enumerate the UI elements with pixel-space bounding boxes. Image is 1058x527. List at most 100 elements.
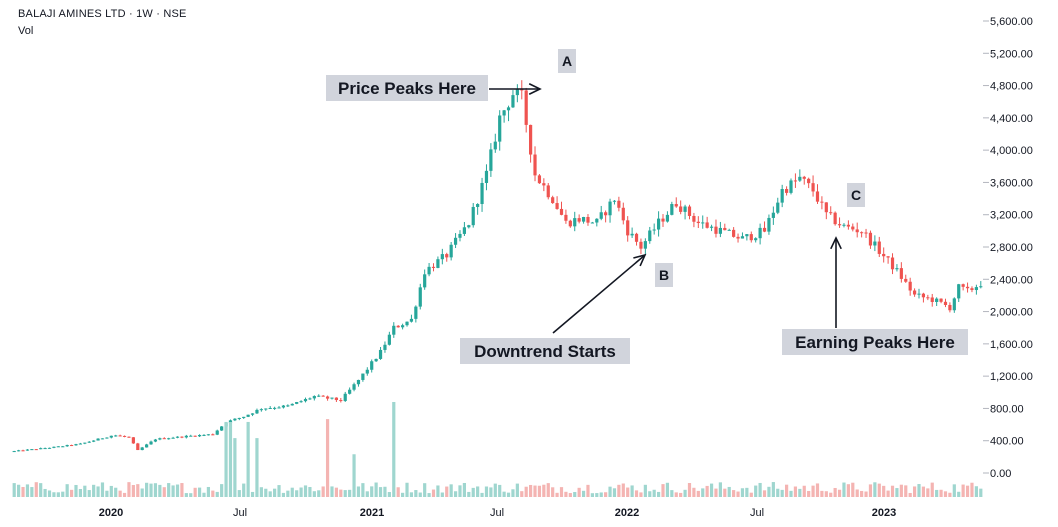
- candle-body: [687, 206, 692, 216]
- annotation-downtrend: Downtrend Starts: [474, 342, 616, 361]
- volume-bar: [476, 486, 480, 497]
- x-tick-label: Jul: [750, 507, 764, 519]
- volume-bar: [895, 488, 899, 497]
- volume-bar: [281, 492, 286, 497]
- candle-body: [939, 298, 943, 302]
- candle-body: [899, 268, 903, 279]
- volume-bar: [656, 491, 661, 497]
- volume-bar: [789, 490, 793, 497]
- candle-body: [228, 420, 233, 423]
- candle-body: [926, 297, 930, 299]
- volume-bar: [171, 485, 175, 497]
- volume-bar: [61, 491, 65, 497]
- candle-body: [736, 236, 740, 239]
- volume-bar: [714, 488, 718, 497]
- candle-body: [811, 183, 815, 192]
- volume-bar: [542, 484, 546, 497]
- volume-bar: [683, 489, 687, 497]
- candle-body: [153, 439, 158, 442]
- volume-bar: [564, 491, 568, 497]
- candle-body: [453, 237, 458, 245]
- y-tick-label: 3,600.00: [990, 177, 1033, 189]
- volume-bar: [131, 485, 135, 497]
- volume-bar: [899, 484, 903, 497]
- candle-body: [25, 449, 30, 451]
- candle-body: [577, 218, 581, 222]
- volume-bar: [701, 488, 705, 497]
- candle-body: [890, 257, 895, 270]
- candle-body: [604, 212, 608, 216]
- candle-body: [665, 214, 670, 222]
- volume-bar: [92, 484, 96, 497]
- volume-bar: [122, 492, 127, 497]
- candle-body: [771, 212, 775, 218]
- volume-bar: [34, 482, 38, 497]
- candle-body: [109, 435, 113, 438]
- volume-bar: [264, 488, 268, 497]
- volume-bar: [687, 483, 692, 497]
- volume-bar: [520, 491, 524, 497]
- candle-body: [246, 414, 250, 417]
- candle-body: [61, 446, 65, 448]
- candle-body: [83, 442, 87, 444]
- y-tick-label: 3,200.00: [990, 210, 1033, 222]
- y-tick-label: 5,200.00: [990, 48, 1033, 60]
- candle-body: [842, 224, 846, 226]
- candle-body: [824, 202, 828, 213]
- candle-body: [837, 224, 842, 226]
- volume-bar: [387, 492, 391, 497]
- volume-bar: [158, 484, 162, 497]
- volume-bar: [25, 484, 30, 497]
- volume-bar: [52, 492, 56, 497]
- candle-body: [776, 202, 780, 213]
- volume-bar: [643, 484, 647, 497]
- volume-bar: [754, 485, 758, 497]
- candle-body: [943, 301, 948, 305]
- y-tick-label: 5,600.00: [990, 16, 1033, 28]
- volume-bar: [259, 487, 263, 497]
- annotation-label-c: C: [851, 187, 861, 203]
- candle-body: [281, 405, 286, 408]
- candle-body: [405, 321, 409, 326]
- candle-body: [970, 288, 974, 291]
- volume-bar: [445, 486, 449, 497]
- candle-body: [762, 227, 767, 232]
- y-tick-label: 4,000.00: [990, 145, 1033, 157]
- candle-body: [692, 215, 696, 222]
- candle-body: [74, 444, 78, 446]
- candle-body: [383, 344, 387, 350]
- volume-bar: [670, 490, 674, 497]
- volume-bar: [330, 486, 334, 497]
- candle-body: [56, 446, 60, 448]
- candle-body: [180, 436, 184, 438]
- volume-bar: [648, 491, 652, 497]
- candle-body: [789, 180, 793, 193]
- candle-body: [551, 197, 555, 204]
- volume-bar: [798, 488, 802, 497]
- candle-body: [639, 241, 643, 249]
- volume-bar: [498, 484, 502, 497]
- volume-bar: [626, 487, 630, 497]
- candle-body: [917, 293, 921, 295]
- volume-bar: [696, 490, 700, 497]
- volume-bar: [237, 490, 241, 497]
- candle-body: [277, 407, 281, 409]
- volume-bar: [674, 492, 678, 497]
- candle-body: [564, 214, 568, 221]
- volume-bar: [180, 483, 184, 497]
- volume-bar: [820, 490, 824, 497]
- volume-bar: [39, 483, 43, 497]
- y-tick-label: 400.00: [990, 436, 1024, 448]
- volume-bar: [595, 493, 599, 497]
- candle-body: [96, 438, 100, 441]
- volume-bar: [979, 488, 983, 497]
- volume-bar: [286, 490, 290, 497]
- candle-body: [754, 238, 758, 241]
- candle-body: [396, 325, 400, 328]
- candle-body: [131, 437, 135, 444]
- volume-bar: [926, 488, 930, 497]
- candle-body: [793, 180, 798, 182]
- volume-bar: [815, 483, 820, 497]
- candle-body: [617, 200, 621, 208]
- y-tick-label: 2,000.00: [990, 307, 1033, 319]
